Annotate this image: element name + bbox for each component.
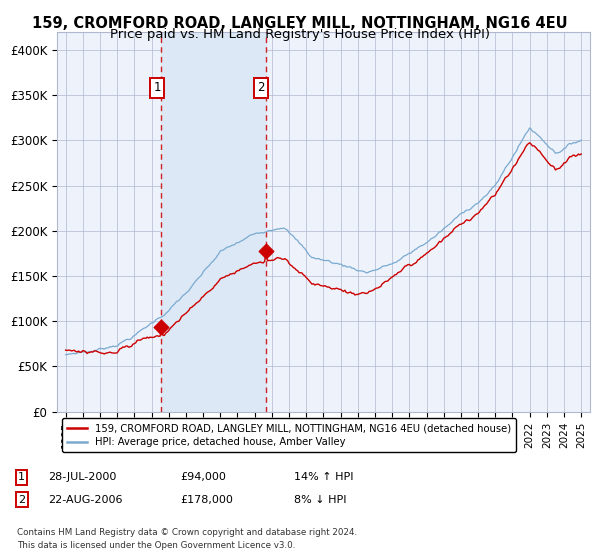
- Text: £178,000: £178,000: [180, 494, 233, 505]
- Text: 2: 2: [257, 81, 265, 95]
- Point: [261, 246, 271, 255]
- Text: 1: 1: [153, 81, 161, 95]
- Text: 28-JUL-2000: 28-JUL-2000: [48, 472, 116, 482]
- Text: £94,000: £94,000: [180, 472, 226, 482]
- Text: 8% ↓ HPI: 8% ↓ HPI: [294, 494, 347, 505]
- Legend: 159, CROMFORD ROAD, LANGLEY MILL, NOTTINGHAM, NG16 4EU (detached house), HPI: Av: 159, CROMFORD ROAD, LANGLEY MILL, NOTTIN…: [62, 418, 516, 452]
- Text: 2: 2: [18, 494, 25, 505]
- Text: 159, CROMFORD ROAD, LANGLEY MILL, NOTTINGHAM, NG16 4EU: 159, CROMFORD ROAD, LANGLEY MILL, NOTTIN…: [32, 16, 568, 31]
- Point: [157, 322, 166, 331]
- Text: 22-AUG-2006: 22-AUG-2006: [48, 494, 122, 505]
- Text: Price paid vs. HM Land Registry's House Price Index (HPI): Price paid vs. HM Land Registry's House …: [110, 28, 490, 41]
- Text: 14% ↑ HPI: 14% ↑ HPI: [294, 472, 353, 482]
- Bar: [161, 32, 266, 412]
- Text: 1: 1: [18, 472, 25, 482]
- Text: Contains HM Land Registry data © Crown copyright and database right 2024.: Contains HM Land Registry data © Crown c…: [17, 528, 357, 536]
- Text: This data is licensed under the Open Government Licence v3.0.: This data is licensed under the Open Gov…: [17, 541, 295, 550]
